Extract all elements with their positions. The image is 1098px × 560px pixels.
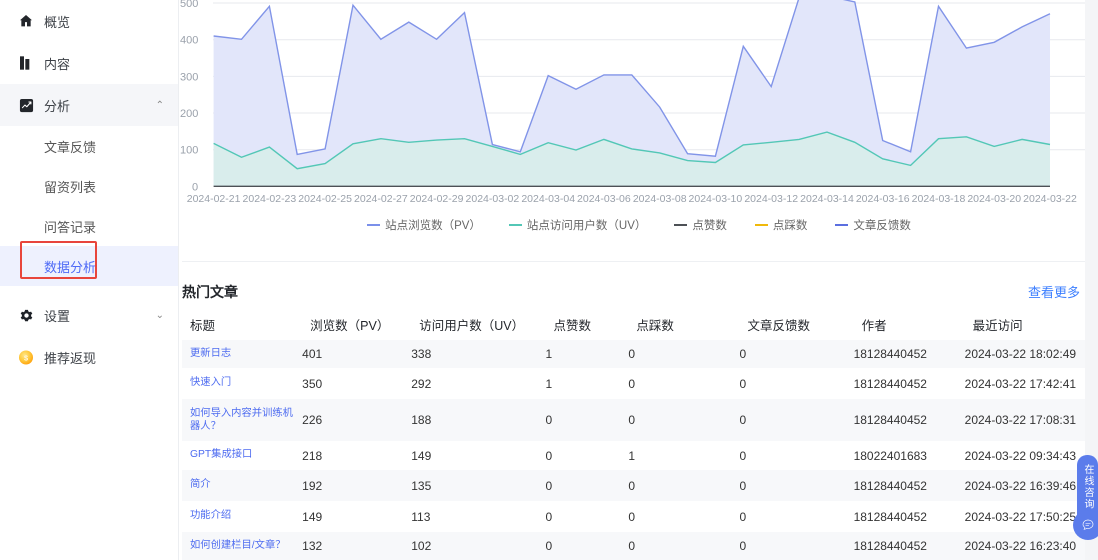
svg-text:2024-03-20: 2024-03-20	[967, 193, 1021, 205]
svg-text:2024-03-12: 2024-03-12	[744, 193, 798, 205]
svg-text:100: 100	[180, 145, 198, 157]
svg-text:$: $	[24, 353, 28, 362]
svg-text:2024-03-16: 2024-03-16	[856, 193, 910, 205]
svg-text:2024-03-02: 2024-03-02	[466, 193, 520, 205]
svg-text:500: 500	[180, 0, 198, 10]
svg-text:0: 0	[192, 181, 198, 193]
svg-text:2024-03-14: 2024-03-14	[800, 193, 854, 205]
svg-text:2024-03-04: 2024-03-04	[521, 193, 575, 205]
svg-text:400: 400	[180, 35, 198, 47]
svg-text:2024-03-06: 2024-03-06	[577, 193, 631, 205]
svg-text:2024-03-18: 2024-03-18	[912, 193, 966, 205]
svg-text:2024-02-29: 2024-02-29	[410, 193, 464, 205]
svg-text:2024-03-10: 2024-03-10	[689, 193, 743, 205]
svg-text:2024-02-21: 2024-02-21	[187, 193, 241, 205]
svg-text:2024-02-25: 2024-02-25	[298, 193, 352, 205]
svg-text:300: 300	[180, 71, 198, 83]
svg-text:2024-02-27: 2024-02-27	[354, 193, 408, 205]
svg-text:2024-02-23: 2024-02-23	[243, 193, 297, 205]
svg-text:2024-03-08: 2024-03-08	[633, 193, 687, 205]
svg-text:2024-03-22: 2024-03-22	[1023, 193, 1077, 205]
svg-text:200: 200	[180, 108, 198, 120]
